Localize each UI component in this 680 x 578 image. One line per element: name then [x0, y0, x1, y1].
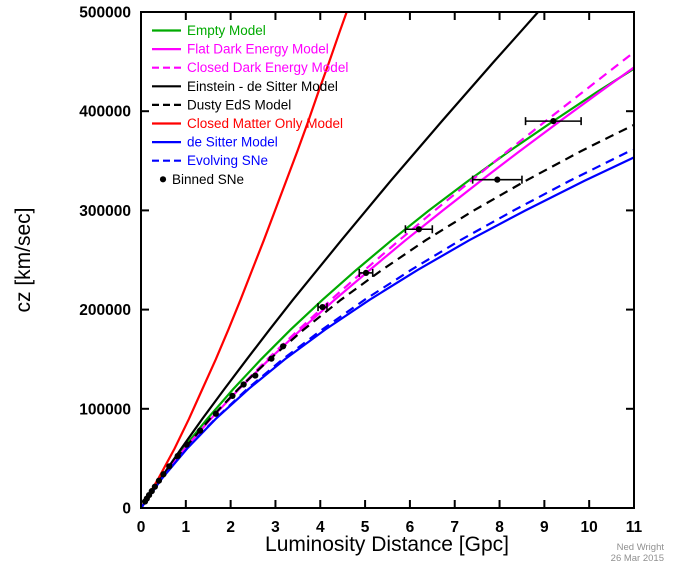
x-tick-label: 9	[540, 519, 549, 536]
data-point	[279, 343, 287, 350]
curve-de-sitter-model	[141, 156, 634, 508]
legend-item-empty-model: Empty Model	[152, 23, 266, 38]
y-tick-label: 400000	[79, 104, 131, 121]
legend-label: Dusty EdS Model	[187, 97, 291, 112]
legend-item-dusty-eds-model: Dusty EdS Model	[152, 97, 291, 112]
legend-item-de-sitter-model: de Sitter Model	[152, 135, 278, 150]
x-tick-label: 6	[406, 519, 415, 536]
curve-einstein-de-sitter-model	[141, 12, 539, 508]
legend-label: Einstein - de Sitter Model	[187, 79, 338, 94]
data-point	[166, 463, 173, 470]
y-tick-label: 500000	[79, 5, 131, 22]
y-tick-label: 200000	[79, 302, 131, 319]
curve-closed-matter-only-model	[141, 12, 348, 508]
data-point	[160, 471, 167, 478]
legend-label: Evolving SNe	[187, 153, 268, 168]
data-point	[550, 118, 557, 125]
data-point	[197, 427, 204, 434]
y-tick-label: 300000	[79, 203, 131, 220]
legend-label: Closed Dark Energy Model	[187, 60, 348, 75]
curve-empty-model	[141, 67, 634, 508]
data-point	[212, 410, 219, 417]
binned-sne-points	[141, 117, 582, 505]
x-tick-label: 10	[581, 519, 598, 536]
data-point	[174, 452, 181, 460]
x-tick-label: 3	[271, 519, 280, 536]
curve-closed-dark-energy-model	[141, 51, 634, 508]
x-tick-label: 7	[450, 519, 459, 536]
credit-author: Ned Wright	[617, 542, 665, 553]
plot-area: 0 1 2 3 4 5 6 7 8 9 10 11 0 100000 200000 300000 400000 5…	[79, 5, 642, 537]
legend-label: Binned SNe	[172, 172, 244, 187]
y-axis-title: cz [km/sec]	[12, 207, 35, 312]
data-point	[252, 372, 259, 379]
data-point	[319, 304, 326, 311]
x-tick-label: 1	[182, 519, 191, 536]
y-tick-label: 0	[122, 501, 131, 518]
data-point	[229, 392, 236, 400]
legend: Empty Model Flat Dark Energy Model Closed …	[152, 23, 348, 187]
legend-item-flat-dark-energy-model: Flat Dark Energy Model	[152, 42, 329, 57]
axes: 0 1 2 3 4 5 6 7 8 9 10 11 0 100000 200000 300000 400000 5…	[79, 5, 642, 537]
x-tick-label: 11	[626, 519, 643, 536]
data-point	[415, 226, 422, 233]
x-tick-label: 0	[137, 519, 146, 536]
data-point	[494, 176, 501, 183]
legend-label: Closed Matter Only Model	[187, 116, 343, 131]
legend-label: Empty Model	[187, 23, 266, 38]
legend-item-evolving-sne: Evolving SNe	[152, 153, 268, 168]
data-point	[155, 477, 163, 484]
data-point	[268, 355, 275, 362]
legend-dot-swatch	[159, 176, 167, 183]
curve-evolving-sne	[141, 148, 634, 508]
data-point	[362, 269, 370, 276]
legend-item-einstein-de-sitter-model: Einstein - de Sitter Model	[152, 79, 338, 94]
y-tick-label: 100000	[79, 401, 131, 418]
data-point	[151, 483, 158, 490]
credit-date: 26 Mar 2015	[611, 553, 664, 564]
data-point	[148, 488, 155, 495]
legend-label: de Sitter Model	[187, 135, 278, 150]
data-point	[183, 441, 190, 448]
x-tick-label: 2	[226, 519, 235, 536]
legend-item-closed-matter-only-model: Closed Matter Only Model	[152, 116, 343, 131]
legend-item-closed-dark-energy-model: Closed Dark Energy Model	[152, 60, 348, 75]
curve-dusty-eds-model	[141, 123, 634, 508]
data-point	[240, 381, 247, 388]
legend-item-binned-sne: Binned SNe	[159, 172, 244, 187]
x-tick-label: 8	[495, 519, 504, 536]
legend-label: Flat Dark Energy Model	[187, 42, 329, 57]
x-tick-label: 5	[361, 519, 370, 536]
x-tick-label: 4	[316, 519, 325, 536]
x-axis-title: Luminosity Distance [Gpc]	[265, 533, 509, 556]
plot-frame	[140, 11, 635, 509]
